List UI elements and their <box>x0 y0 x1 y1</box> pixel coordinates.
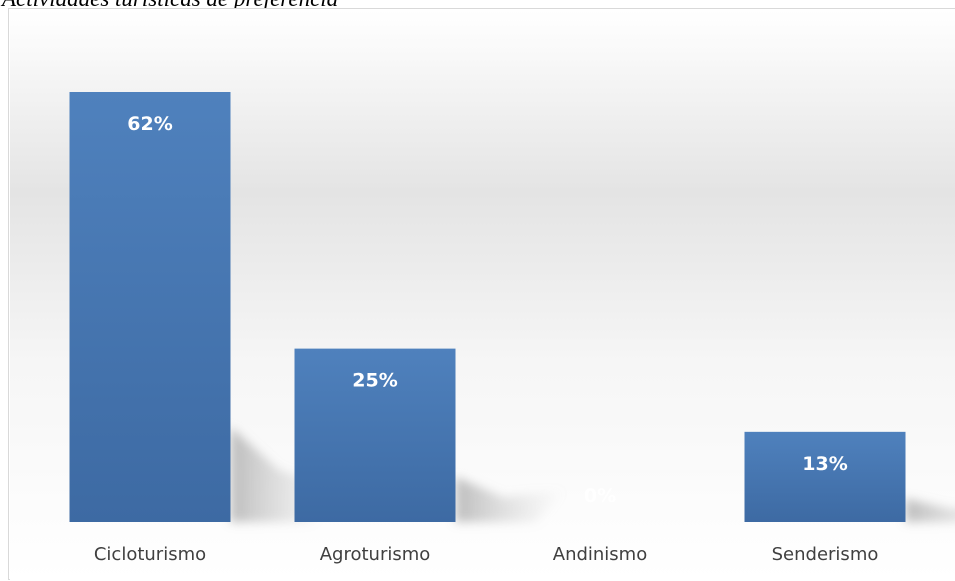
tick-label-agroturismo: Agroturismo <box>320 544 431 565</box>
tick-label-andinismo: Andinismo <box>553 544 647 565</box>
tick-label-senderismo: Senderismo <box>772 544 879 565</box>
chart-frame: 62% 25% 0% 13% Cicloturismo Agroturismo Andin… <box>8 8 955 580</box>
data-label-cicloturismo: 62% <box>127 113 172 135</box>
bar-senderismo <box>745 432 906 522</box>
bar-chart: 62% 25% 0% 13% Cicloturismo Agroturismo Andin… <box>9 9 955 581</box>
data-label-agroturismo: 25% <box>352 370 397 392</box>
tick-label-cicloturismo: Cicloturismo <box>94 544 206 565</box>
data-label-senderismo: 13% <box>802 453 847 475</box>
data-label-andinismo: 0% <box>584 485 616 507</box>
bar-cicloturismo <box>70 92 231 522</box>
